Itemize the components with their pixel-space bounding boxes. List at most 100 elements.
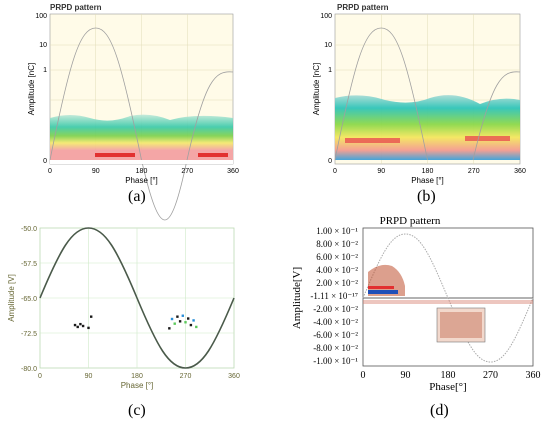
panel-c-point (79, 322, 82, 326)
panel-c-point (189, 323, 193, 327)
panel-a-base-hot-left (95, 153, 135, 157)
panel-d-xtick: 90 (401, 370, 411, 381)
panel-a-ytick: 0 (43, 158, 47, 165)
panel-d-ytick: 4.00 × 10⁻² (316, 265, 358, 275)
panel-c: -50.0 -57.5 -65.0 -72.5 -80.0 0 90 180 2… (7, 226, 240, 390)
panel-a-xtick: 360 (227, 168, 239, 175)
panel-c-ylabel: Amplitude [V] (7, 274, 16, 322)
panel-d-title: PRPD pattern (380, 215, 441, 227)
panel-c-point (73, 323, 77, 327)
caption-a: (a) (128, 188, 146, 205)
panel-d-inset-dots (440, 312, 482, 338)
panel-b-ytick: 10 (324, 42, 332, 49)
panel-c-point (173, 322, 176, 325)
panel-c-xtick: 360 (228, 373, 240, 380)
caption-b: (b) (417, 188, 436, 205)
panel-a-xtick: 270 (181, 168, 193, 175)
panel-c-ytick: -72.5 (21, 331, 37, 338)
panel-b-yticks: 100 10 1 0 (320, 13, 332, 165)
panel-c-ytick: -57.5 (21, 261, 37, 268)
panel-d-xticks: 0 90 180 270 360 (361, 370, 541, 381)
panel-b-pd-band (335, 95, 520, 160)
panel-c-point (178, 320, 182, 323)
panel-c-point (186, 317, 190, 320)
panel-c-xtick: 180 (131, 373, 143, 380)
panel-a-yticks: 100 10 1 0 (35, 13, 47, 165)
panel-d: PRPD pattern 1.00 × 10⁻¹ 8.00 × 10⁻² 6.0… (291, 215, 541, 393)
panel-c-xlabel: Phase [°] (121, 381, 154, 390)
panel-d-ytick: 8.00 × 10⁻² (316, 239, 358, 249)
panel-b-xticks: 0 90 180 270 360 (333, 168, 526, 175)
panel-a: PRPD pattern 100 10 1 0 0 90 180 270 (27, 3, 239, 221)
caption-c: (c) (128, 402, 146, 419)
panel-d-xtick: 0 (361, 370, 366, 381)
panel-d-ytick: -4.00 × 10⁻² (313, 317, 358, 327)
panel-d-ytick: -6.00 × 10⁻² (313, 330, 358, 340)
panel-a-base-band (50, 150, 233, 160)
panel-b-xtick: 360 (514, 168, 526, 175)
caption-d: (d) (430, 402, 449, 419)
panel-b-heatmap (335, 95, 520, 160)
panel-c-point (87, 326, 90, 330)
panel-b-sine (334, 27, 428, 161)
panel-b-ytick: 100 (320, 13, 332, 20)
panel-d-xtick: 360 (526, 370, 541, 381)
panel-a-xlabel: Phase [°] (125, 176, 158, 185)
panel-a-xticks: 0 90 180 270 360 (48, 168, 239, 175)
panel-d-sine (362, 233, 534, 363)
panel-c-xticks: 0 90 180 270 360 (38, 373, 240, 380)
panel-b-ytick: 0 (328, 158, 332, 165)
panel-b-ylabel: Amplitude [nC] (312, 63, 321, 115)
panel-c-point (192, 319, 195, 322)
panel-d-scatter (363, 264, 533, 343)
panel-a-ytick: 100 (35, 13, 47, 20)
panel-a-xtick: 180 (136, 168, 148, 175)
panel-c-yticks: -50.0 -57.5 -65.0 -72.5 -80.0 (21, 226, 37, 373)
panel-a-sine (49, 27, 188, 221)
panel-a-ytick: 1 (43, 67, 47, 74)
panel-b-xtick: 0 (333, 168, 337, 175)
panel-d-ytick: -1.00 × 10⁻¹ (313, 356, 358, 366)
panel-d-blue-band (368, 290, 398, 294)
panel-d-negative-band (363, 300, 533, 304)
panel-c-point (176, 315, 179, 318)
panel-c-point (181, 314, 185, 317)
panel-d-ytick: 6.00 × 10⁻² (316, 252, 358, 262)
panel-c-ytick: -50.0 (21, 226, 37, 233)
panel-b-xtick: 270 (468, 168, 480, 175)
panel-c-ytick: -65.0 (21, 296, 37, 303)
panel-d-ytick: 2.00 × 10⁻² (316, 278, 358, 288)
panel-b-xtick: 90 (377, 168, 385, 175)
panel-b-xlabel: Phase [°] (411, 176, 444, 185)
panel-d-ytick: -8.00 × 10⁻² (313, 343, 358, 353)
panel-c-points (73, 314, 198, 330)
panel-d-ylabel: Amplitude[V] (291, 267, 303, 329)
panel-c-xtick: 90 (85, 373, 93, 380)
panel-b-title: PRPD pattern (337, 3, 389, 12)
panel-a-xtick: 90 (92, 168, 100, 175)
panel-c-sine (39, 227, 235, 369)
panel-d-yticks: 1.00 × 10⁻¹ 8.00 × 10⁻² 6.00 × 10⁻² 4.00… (310, 226, 358, 366)
panel-d-ytick: -2.00 × 10⁻² (313, 304, 358, 314)
panel-a-base-hot-right (198, 153, 228, 157)
panel-c-point (168, 327, 171, 330)
panel-b-ytick: 1 (328, 67, 332, 74)
panel-a-heatmap (50, 114, 233, 160)
panel-b-xtick: 180 (422, 168, 434, 175)
panel-d-xtick: 180 (441, 370, 456, 381)
panel-c-xtick: 270 (180, 373, 192, 380)
panel-d-xlabel: Phase[°] (429, 381, 466, 393)
panel-c-point (76, 325, 79, 329)
panel-a-title: PRPD pattern (50, 3, 102, 12)
panel-c-point (184, 321, 187, 324)
panel-d-ytick: -1.11 × 10⁻¹⁷ (310, 291, 358, 301)
panel-b-hot-left (345, 138, 400, 143)
panel-c-point (81, 324, 85, 328)
panel-d-plot-area (362, 227, 534, 367)
panel-c-point (89, 315, 93, 318)
panel-b: PRPD pattern 100 10 1 0 0 90 180 270 360 (312, 3, 526, 185)
panel-d-red-band (368, 286, 394, 289)
panel-c-ytick: -80.0 (21, 366, 37, 373)
panel-c-xtick: 0 (38, 373, 42, 380)
